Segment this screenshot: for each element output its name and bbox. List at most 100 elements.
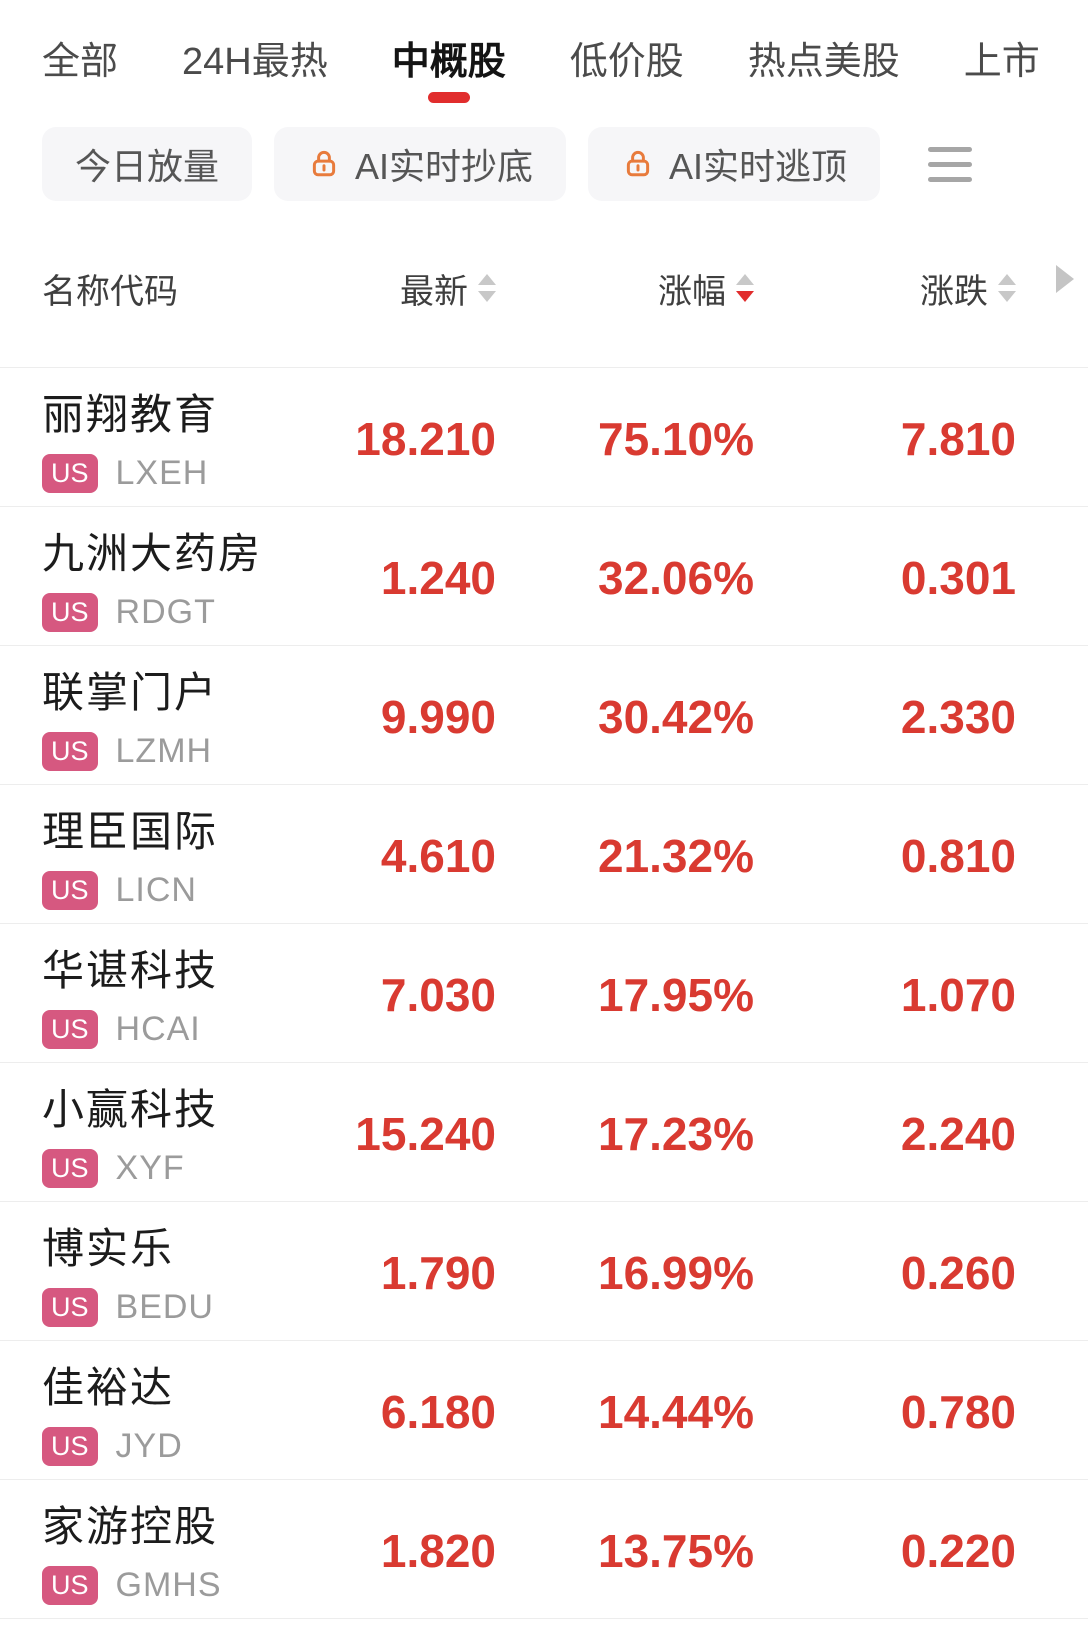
stock-ticker: HCAI xyxy=(115,1010,201,1048)
tab-24h-hot[interactable]: 24H最热 xyxy=(182,41,328,83)
stock-meta: US HCAI xyxy=(42,1010,300,1049)
change-percent: 16.99% xyxy=(597,1247,754,1299)
stock-name: 华谌科技 xyxy=(42,947,219,994)
stock-name: 佳裕达 xyxy=(42,1364,175,1411)
market-badge: US xyxy=(42,871,98,910)
menu-icon[interactable] xyxy=(928,146,973,182)
column-header-change-pct[interactable]: 涨幅 xyxy=(496,264,754,313)
filter-toolbar: 今日放量 AI实时抄底 AI实时逃顶 xyxy=(0,105,1088,201)
market-badge: US xyxy=(42,732,98,771)
change-amount: 2.330 xyxy=(900,691,1016,743)
stock-meta: US BEDU xyxy=(42,1288,300,1327)
market-badge: US xyxy=(42,1149,98,1188)
stock-meta: US RDGT xyxy=(42,593,300,632)
change-amount: 2.240 xyxy=(900,1108,1016,1160)
latest-price: 1.240 xyxy=(380,552,496,604)
stock-cell: 博实乐 US BEDU xyxy=(42,1215,300,1327)
stock-name: 小赢科技 xyxy=(42,1086,219,1133)
stock-meta: US XYF xyxy=(42,1149,300,1188)
change-amount: 0.810 xyxy=(900,830,1016,882)
table-row[interactable]: 博实乐 US BEDU 1.790 16.99% 0.260 xyxy=(0,1201,1088,1340)
category-tabbar: 全部 24H最热 中概股 低价股 热点美股 上市 xyxy=(0,0,1088,105)
stock-cell: 家游控股 US GMHS xyxy=(42,1493,300,1605)
stock-meta: US JYD xyxy=(42,1427,300,1466)
change-amount: 1.070 xyxy=(900,969,1016,1021)
tab-hot-us[interactable]: 热点美股 xyxy=(747,41,900,83)
stock-name: 博实乐 xyxy=(42,1225,175,1272)
sort-arrows-icon xyxy=(998,274,1016,302)
market-badge: US xyxy=(42,454,98,493)
table-row[interactable]: 丽翔教育 US LXEH 18.210 75.10% 7.810 xyxy=(0,367,1088,506)
ai-escape-top-label: AI实时逃顶 xyxy=(669,146,848,187)
latest-price: 1.790 xyxy=(380,1247,496,1299)
change-percent: 75.10% xyxy=(597,413,754,465)
lock-icon xyxy=(307,147,341,181)
table-row[interactable]: 佳裕达 US JYD 6.180 14.44% 0.780 xyxy=(0,1340,1088,1479)
today-volume-button[interactable]: 今日放量 xyxy=(42,127,253,201)
stock-ticker: GMHS xyxy=(115,1566,222,1604)
stock-name: 家游控股 xyxy=(42,1503,219,1550)
table-row[interactable]: 华谌科技 US HCAI 7.030 17.95% 1.070 xyxy=(0,923,1088,1062)
ai-buy-dip-label: AI实时抄底 xyxy=(355,146,534,187)
column-header-name-label: 名称代码 xyxy=(42,272,178,311)
stock-ticker: BEDU xyxy=(115,1288,214,1326)
column-header-change-label: 涨跌 xyxy=(920,272,988,311)
ai-buy-dip-button[interactable]: AI实时抄底 xyxy=(274,127,567,201)
table-row[interactable]: 理臣国际 US LICN 4.610 21.32% 0.810 xyxy=(0,784,1088,923)
market-badge: US xyxy=(42,1427,98,1466)
stock-name: 理臣国际 xyxy=(42,808,219,855)
change-amount: 0.780 xyxy=(900,1386,1016,1438)
market-badge: US xyxy=(42,593,98,632)
stock-name: 丽翔教育 xyxy=(42,391,219,438)
stock-meta: US GMHS xyxy=(42,1566,300,1605)
stock-meta: US LXEH xyxy=(42,454,300,493)
tab-china-concept[interactable]: 中概股 xyxy=(392,30,506,105)
change-amount: 0.260 xyxy=(900,1247,1016,1299)
stock-name: 联掌门户 xyxy=(42,669,219,716)
stock-cell: 华谌科技 US HCAI xyxy=(42,937,300,1049)
change-amount: 0.301 xyxy=(900,552,1016,604)
stock-ticker: LICN xyxy=(115,871,197,909)
table-header: 名称代码 最新 涨幅 涨跌 xyxy=(0,201,1088,317)
stock-meta: US LZMH xyxy=(42,732,300,771)
sort-arrows-desc-active-icon xyxy=(736,274,754,302)
table-row[interactable]: 联掌门户 US LZMH 9.990 30.42% 2.330 xyxy=(0,645,1088,784)
stock-cell: 佳裕达 US JYD xyxy=(42,1354,300,1466)
stock-cell: 小赢科技 US XYF xyxy=(42,1076,300,1188)
tab-all[interactable]: 全部 xyxy=(42,41,119,83)
tab-low-price[interactable]: 低价股 xyxy=(569,41,684,83)
column-header-latest[interactable]: 最新 xyxy=(300,264,496,313)
latest-price: 15.240 xyxy=(355,1108,496,1160)
stock-ticker: JYD xyxy=(115,1427,183,1465)
change-amount: 0.220 xyxy=(900,1525,1016,1577)
latest-price: 7.030 xyxy=(380,969,496,1021)
latest-price: 18.210 xyxy=(355,413,496,465)
table-row[interactable]: 小赢科技 US XYF 15.240 17.23% 2.240 xyxy=(0,1062,1088,1201)
stock-cell: 丽翔教育 US LXEH xyxy=(42,381,300,493)
change-percent: 21.32% xyxy=(597,830,754,882)
column-header-change-pct-label: 涨幅 xyxy=(658,272,726,311)
lock-icon xyxy=(621,147,655,181)
change-percent: 17.23% xyxy=(597,1108,754,1160)
table-row[interactable]: 九洲大药房 US RDGT 1.240 32.06% 0.301 xyxy=(0,506,1088,645)
stock-name: 九洲大药房 xyxy=(42,530,263,577)
change-percent: 32.06% xyxy=(597,552,754,604)
market-badge: US xyxy=(42,1288,98,1327)
column-header-latest-label: 最新 xyxy=(400,272,468,311)
sort-arrows-icon xyxy=(478,274,496,302)
change-percent: 14.44% xyxy=(597,1386,754,1438)
change-amount: 7.810 xyxy=(900,413,1016,465)
market-badge: US xyxy=(42,1010,98,1049)
column-header-change[interactable]: 涨跌 xyxy=(754,264,1016,313)
stock-cell: 理臣国际 US LICN xyxy=(42,798,300,910)
table-row[interactable]: 家游控股 US GMHS 1.820 13.75% 0.220 xyxy=(0,1479,1088,1618)
latest-price: 4.610 xyxy=(380,830,496,882)
chevron-right-icon[interactable] xyxy=(1056,265,1074,293)
today-volume-label: 今日放量 xyxy=(75,146,220,187)
change-percent: 13.75% xyxy=(597,1525,754,1577)
column-header-name: 名称代码 xyxy=(42,264,300,313)
stock-ticker: XYF xyxy=(115,1149,185,1187)
tab-listed[interactable]: 上市 xyxy=(963,41,1040,83)
ai-escape-top-button[interactable]: AI实时逃顶 xyxy=(588,127,881,201)
change-percent: 30.42% xyxy=(597,691,754,743)
